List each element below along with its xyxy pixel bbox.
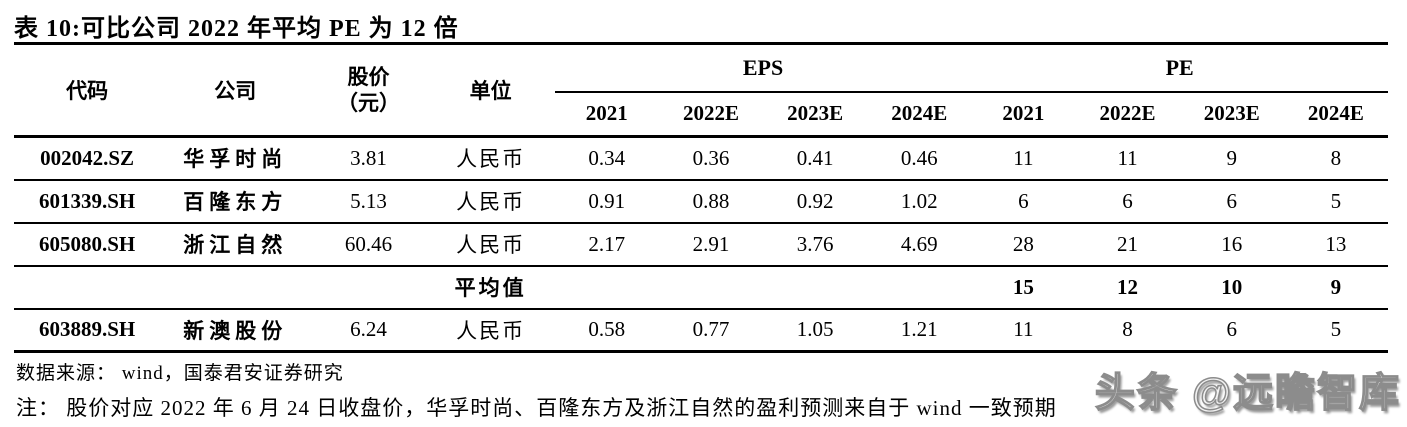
comparable-companies-table: 代码 公司 股价 （元） 单位 EPS PE 2021 2022E 2023E … xyxy=(14,42,1388,353)
cell-pe-2022e: 6 xyxy=(1122,188,1133,213)
cell-pe-2023e: 16 xyxy=(1221,231,1243,256)
cell-pe-2023e: 10 xyxy=(1221,274,1243,299)
cell-pe-2024e: 8 xyxy=(1330,145,1342,170)
cell-code xyxy=(14,266,160,309)
table-row: 601339.SH 百隆东方 5.13 人民币 0.91 0.88 0.92 1… xyxy=(14,179,1388,223)
header-pe-2023e: 2023E xyxy=(1203,101,1260,126)
cell-pe-2024e: 9 xyxy=(1330,274,1342,299)
cell-price: 5.13 xyxy=(350,188,387,213)
note-line: 注： 股价对应 2022 年 6 月 24 日收盘价，华孚时尚、百隆东方及浙江自… xyxy=(16,396,1057,420)
cell-pe-2023e: 6 xyxy=(1226,188,1237,213)
cell-eps-2022e: 0.36 xyxy=(692,145,730,170)
cell-unit: 人民币 xyxy=(456,233,526,257)
cell-pe-2021: 15 xyxy=(1012,274,1034,299)
header-eps-2024e: 2024E xyxy=(891,101,948,126)
cell-price: 3.81 xyxy=(350,145,387,170)
cell-pe-2021: 28 xyxy=(1012,231,1034,256)
table-row: 605080.SH 浙江自然 60.46 人民币 2.17 2.91 3.76 … xyxy=(14,222,1388,266)
header-price: 股价 （元） xyxy=(310,44,426,137)
table-row-average: 平均值 15 12 10 9 xyxy=(14,265,1388,309)
cell-eps-2024e: 0.46 xyxy=(900,145,938,170)
cell-code: 605080.SH xyxy=(38,231,136,256)
cell-company: 华孚时尚 xyxy=(183,147,288,172)
cell-company xyxy=(160,266,310,309)
cell-company: 浙江自然 xyxy=(183,233,288,257)
cell-pe-2023e: 9 xyxy=(1226,145,1237,170)
cell-company: 百隆东方 xyxy=(183,190,288,214)
cell-pe-2021: 6 xyxy=(1018,188,1029,213)
header-price-line1: 股价 xyxy=(347,64,390,89)
cell-pe-2024e: 13 xyxy=(1325,231,1347,256)
cell-eps-2021: 0.34 xyxy=(588,145,626,170)
cell-pe-2024e: 5 xyxy=(1330,188,1342,213)
table-row: 002042.SZ 华孚时尚 3.81 人民币 0.34 0.36 0.41 0… xyxy=(14,137,1388,180)
cell-unit: 人民币 xyxy=(456,190,526,214)
cell-eps-2021 xyxy=(555,266,659,309)
header-pe-group: PE xyxy=(971,43,1388,93)
header-group-row: 代码 公司 股价 （元） 单位 EPS PE xyxy=(14,43,1388,115)
cell-pe-2022e: 11 xyxy=(1117,145,1138,170)
cell-eps-2024e xyxy=(867,266,971,309)
header-company: 公司 xyxy=(214,79,257,103)
cell-code: 002042.SZ xyxy=(40,145,135,170)
toutiao-watermark: 头条 @远瞻智库 xyxy=(1094,370,1401,416)
cell-code: 603889.SH xyxy=(38,317,136,342)
cell-pe-2022e: 21 xyxy=(1117,231,1139,256)
header-unit: 单位 xyxy=(469,79,512,103)
cell-pe-2022e: 8 xyxy=(1122,317,1133,342)
cell-eps-2024e: 4.69 xyxy=(900,231,938,256)
cell-eps-2021: 0.58 xyxy=(588,317,626,342)
cell-pe-2021: 11 xyxy=(1013,145,1034,170)
cell-pe-2024e: 5 xyxy=(1330,317,1342,342)
header-eps-group: EPS xyxy=(554,43,972,93)
cell-code: 601339.SH xyxy=(38,188,136,213)
cell-company: 新澳股份 xyxy=(183,318,288,343)
cell-avg-label: 平均值 xyxy=(454,276,527,300)
cell-eps-2022e xyxy=(659,266,763,309)
header-pe-2021: 2021 xyxy=(1002,101,1045,126)
header-eps-2021: 2021 xyxy=(585,101,628,126)
header-year-row: 2021 2022E 2023E 2024E 2021 2022E 2023E … xyxy=(14,92,1388,137)
cell-eps-2023e: 0.92 xyxy=(796,188,834,213)
cell-pe-2023e: 6 xyxy=(1226,317,1237,342)
cell-price: 60.46 xyxy=(344,231,393,256)
cell-eps-2022e: 0.77 xyxy=(692,317,730,342)
cell-eps-2024e: 1.21 xyxy=(900,317,938,342)
cell-eps-2022e: 2.91 xyxy=(692,231,730,256)
header-pe-2022e: 2022E xyxy=(1099,101,1156,126)
cell-eps-2023e: 3.76 xyxy=(796,231,834,256)
table-title: 表 10:可比公司 2022 年平均 PE 为 12 倍 xyxy=(14,16,459,42)
cell-eps-2023e: 0.41 xyxy=(796,145,834,170)
cell-eps-2022e: 0.88 xyxy=(692,188,730,213)
cell-eps-2023e: 1.05 xyxy=(796,317,834,342)
data-source-line: 数据来源： wind，国泰君安证券研究 xyxy=(16,363,344,384)
header-pe-2024e: 2024E xyxy=(1307,101,1364,126)
header-code: 代码 xyxy=(66,79,109,103)
cell-eps-2021: 0.91 xyxy=(588,188,626,213)
header-eps-2022e: 2022E xyxy=(682,101,739,126)
cell-pe-2021: 11 xyxy=(1013,317,1034,342)
table-row: 603889.SH 新澳股份 6.24 人民币 0.58 0.77 1.05 1… xyxy=(14,308,1388,352)
cell-pe-2022e: 12 xyxy=(1117,274,1139,299)
cell-eps-2021: 2.17 xyxy=(588,231,626,256)
cell-price: 6.24 xyxy=(350,317,387,342)
cell-unit: 人民币 xyxy=(456,318,526,343)
cell-unit: 人民币 xyxy=(456,147,526,172)
cell-eps-2024e: 1.02 xyxy=(900,188,938,213)
cell-price xyxy=(310,266,426,309)
cell-eps-2023e xyxy=(763,266,867,309)
header-price-line2: （元） xyxy=(336,91,400,115)
table-header: 代码 公司 股价 （元） 单位 EPS PE 2021 2022E 2023E … xyxy=(14,43,1388,137)
header-eps-2023e: 2023E xyxy=(787,101,844,126)
